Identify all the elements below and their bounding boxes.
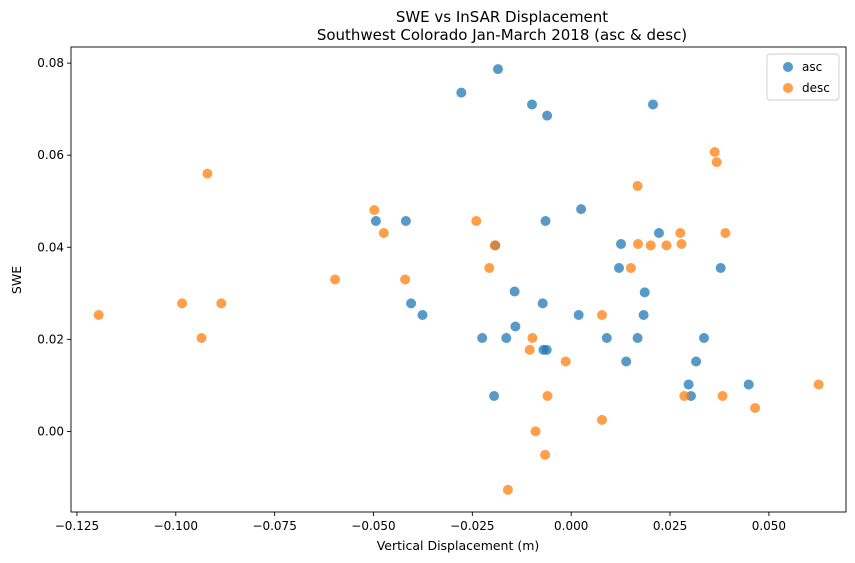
- point-asc-18: [417, 310, 428, 320]
- legend-marker-desc: [783, 83, 793, 93]
- point-desc-23: [633, 239, 643, 249]
- plot-frame: [70, 46, 847, 513]
- point-asc-19: [573, 310, 584, 320]
- point-desc-8: [400, 274, 411, 285]
- x-tick-label: −0.050: [351, 519, 395, 533]
- y-tick-label: 0.02: [37, 332, 64, 346]
- point-desc-10: [489, 240, 500, 251]
- point-desc-30: [720, 228, 731, 238]
- chart-title: SWE vs InSAR Displacement: [396, 8, 608, 26]
- x-tick-label: −0.025: [450, 519, 494, 533]
- y-tick-label: 0.08: [37, 56, 64, 70]
- point-desc-29: [711, 157, 722, 168]
- point-desc-7: [378, 228, 389, 238]
- point-asc-31: [683, 379, 694, 390]
- point-desc-9: [471, 216, 482, 226]
- x-tick-label: 0.000: [554, 519, 588, 533]
- point-desc-26: [675, 228, 686, 238]
- point-asc-23: [501, 333, 512, 343]
- y-tick-label: 0.00: [37, 424, 64, 438]
- x-tick-label: −0.075: [252, 519, 296, 533]
- point-desc-22: [632, 181, 643, 191]
- point-asc-29: [621, 356, 632, 367]
- x-axis: −0.125 −0.100 −0.075 −0.050 −0.025 0.000 0.025…: [55, 512, 786, 533]
- point-asc-2: [527, 99, 537, 110]
- point-desc-28: [709, 147, 720, 157]
- point-asc-9: [654, 228, 664, 238]
- point-asc-24: [601, 333, 612, 343]
- point-asc-4: [648, 99, 658, 110]
- point-desc-25: [661, 240, 672, 251]
- point-desc-32: [717, 391, 728, 401]
- x-axis-label: Vertical Displacement (m): [377, 538, 540, 553]
- point-asc-30: [691, 356, 702, 367]
- point-asc-22: [477, 333, 488, 343]
- point-desc-27: [676, 239, 687, 249]
- point-asc-5: [576, 204, 587, 215]
- point-desc-17: [540, 449, 551, 460]
- point-desc-12: [527, 333, 538, 343]
- point-desc-16: [530, 426, 541, 437]
- point-asc-6: [370, 216, 381, 226]
- scatter-points: [93, 64, 824, 495]
- legend: asc desc: [766, 53, 840, 101]
- point-asc-28: [541, 344, 552, 355]
- point-asc-3: [542, 110, 553, 121]
- point-asc-20: [638, 310, 649, 320]
- point-desc-15: [542, 391, 553, 401]
- point-desc-19: [597, 310, 607, 320]
- point-desc-6: [369, 205, 380, 215]
- point-desc-14: [560, 356, 571, 367]
- point-asc-7: [400, 216, 411, 226]
- point-desc-20: [597, 414, 607, 425]
- point-desc-0: [93, 310, 104, 320]
- point-desc-31: [679, 391, 690, 401]
- legend-marker-asc: [783, 62, 793, 72]
- y-axis-label: SWE: [9, 266, 24, 294]
- point-asc-14: [509, 286, 520, 297]
- point-asc-21: [510, 321, 521, 332]
- x-tick-label: −0.125: [55, 519, 99, 533]
- point-asc-10: [616, 239, 626, 249]
- y-axis: 0.00 0.02 0.04 0.06 0.08: [37, 56, 71, 438]
- legend-label-asc: asc: [802, 60, 822, 74]
- legend-label-desc: desc: [802, 81, 830, 95]
- point-desc-11: [484, 263, 495, 273]
- point-desc-4: [202, 168, 213, 179]
- point-desc-1: [177, 298, 188, 309]
- point-asc-25: [632, 333, 643, 343]
- point-asc-26: [699, 333, 709, 343]
- point-desc-13: [524, 344, 535, 355]
- point-desc-3: [196, 333, 207, 343]
- point-asc-16: [406, 298, 417, 309]
- x-tick-label: −0.100: [154, 519, 198, 533]
- point-desc-33: [750, 403, 761, 413]
- point-asc-8: [540, 216, 551, 226]
- x-tick-label: 0.050: [752, 519, 786, 533]
- point-desc-5: [330, 274, 341, 285]
- point-asc-13: [715, 263, 726, 273]
- point-desc-21: [625, 263, 636, 273]
- y-tick-label: 0.04: [37, 240, 64, 254]
- point-asc-17: [537, 298, 548, 309]
- point-desc-24: [645, 240, 656, 251]
- point-desc-2: [216, 298, 227, 309]
- point-desc-34: [813, 379, 824, 390]
- chart-subtitle: Southwest Colorado Jan-March 2018 (asc &…: [317, 26, 687, 44]
- point-asc-1: [456, 87, 467, 98]
- point-asc-0: [493, 64, 503, 75]
- point-asc-12: [614, 263, 624, 273]
- x-tick-label: 0.025: [653, 519, 687, 533]
- point-asc-32: [743, 379, 754, 390]
- point-asc-15: [639, 287, 650, 298]
- point-desc-18: [502, 484, 513, 495]
- y-tick-label: 0.06: [37, 148, 64, 162]
- point-asc-33: [489, 391, 500, 401]
